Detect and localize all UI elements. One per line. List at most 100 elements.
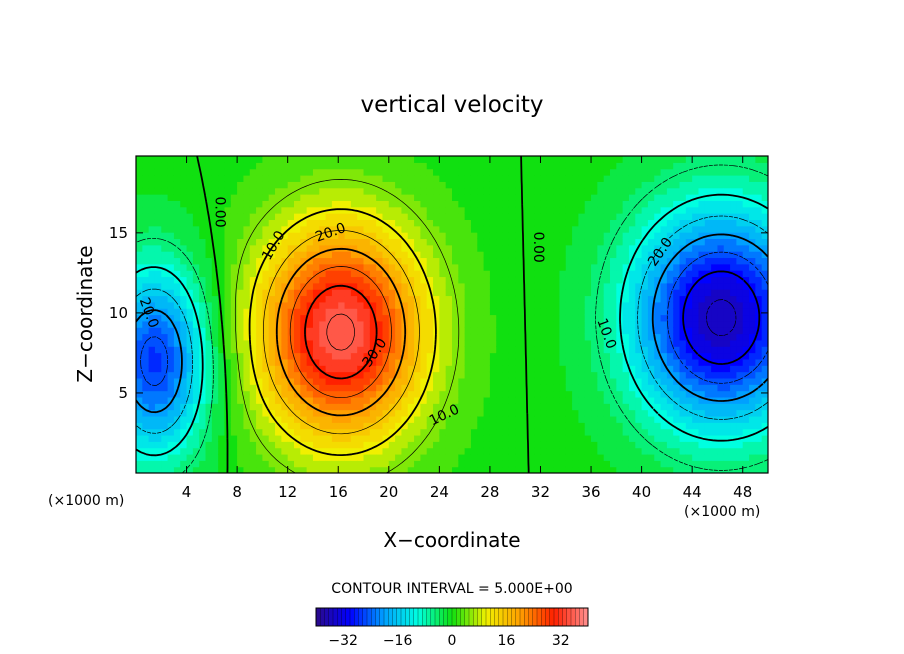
field-cell — [388, 200, 396, 208]
field-cell — [369, 358, 377, 366]
field-cell — [578, 403, 586, 411]
field-cell — [407, 156, 415, 163]
field-cell — [527, 371, 535, 379]
field-cell — [679, 257, 687, 265]
field-cell — [698, 162, 706, 170]
field-cell — [546, 175, 554, 182]
field-cell — [420, 384, 428, 392]
field-cell — [401, 434, 409, 442]
field-cell — [597, 225, 605, 233]
field-cell — [199, 466, 207, 473]
field-cell — [521, 232, 529, 240]
field-cell — [534, 415, 542, 423]
field-cell — [357, 358, 365, 366]
field-cell — [382, 422, 390, 430]
field-cell — [249, 339, 257, 347]
field-cell — [426, 434, 434, 442]
field-cell — [256, 441, 263, 449]
field-cell — [761, 358, 768, 366]
field-cell — [616, 422, 624, 430]
field-cell — [281, 441, 289, 449]
field-cell — [647, 162, 655, 170]
field-cell — [692, 162, 700, 170]
field-cell — [205, 232, 213, 240]
field-cell — [591, 225, 598, 233]
field-cell — [249, 194, 257, 201]
field-cell — [338, 365, 346, 373]
field-cell — [470, 200, 478, 208]
field-cell — [426, 403, 434, 411]
field-cell — [312, 314, 320, 322]
field-cell — [635, 225, 643, 233]
field-cell — [439, 441, 447, 449]
field-cell — [433, 276, 440, 284]
field-cell — [306, 238, 314, 246]
field-cell — [268, 282, 276, 290]
field-cell — [275, 244, 282, 252]
field-cell — [426, 460, 434, 468]
field-cell — [616, 263, 624, 271]
field-cell — [628, 460, 636, 468]
field-cell — [610, 453, 617, 461]
field-cell — [641, 447, 649, 455]
field-cell — [521, 441, 529, 449]
field-cell — [654, 270, 662, 278]
field-cell — [445, 206, 453, 214]
field-cell — [281, 403, 289, 411]
field-cell — [281, 282, 289, 290]
field-cell — [635, 194, 643, 201]
field-cell — [597, 346, 605, 354]
field-cell — [603, 333, 611, 341]
field-cell — [540, 206, 548, 214]
field-cell — [647, 409, 655, 417]
field-cell — [610, 251, 617, 259]
field-cell — [224, 308, 232, 316]
field-cell — [730, 289, 737, 297]
field-cell — [205, 187, 213, 195]
field-cell — [161, 175, 169, 182]
field-cell — [647, 251, 655, 259]
field-cell — [534, 251, 542, 259]
field-cell — [711, 384, 719, 392]
field-cell — [711, 377, 719, 385]
field-cell — [294, 327, 301, 335]
field-cell — [192, 447, 200, 455]
field-cell — [376, 327, 384, 335]
field-cell — [704, 289, 712, 297]
field-cell — [382, 390, 390, 398]
field-cell — [742, 320, 750, 328]
field-cell — [679, 346, 687, 354]
field-cell — [730, 244, 737, 252]
field-cell — [572, 162, 579, 170]
field-cell — [527, 213, 535, 220]
field-cell — [331, 460, 339, 468]
field-cell — [445, 365, 453, 373]
field-cell — [628, 282, 636, 290]
field-cell — [489, 175, 497, 182]
field-cell — [458, 295, 466, 303]
field-cell — [496, 466, 504, 473]
field-cell — [363, 156, 371, 163]
field-cell — [685, 441, 693, 449]
field-cell — [136, 206, 143, 214]
field-cell — [717, 175, 725, 182]
field-cell — [660, 396, 668, 404]
field-cell — [527, 156, 535, 163]
field-cell — [294, 460, 301, 468]
field-cell — [243, 213, 251, 220]
field-cell — [376, 339, 384, 347]
field-cell — [306, 358, 314, 366]
field-cell — [294, 403, 301, 411]
field-cell — [344, 289, 352, 297]
field-cell — [692, 333, 700, 341]
field-cell — [470, 384, 478, 392]
field-cell — [224, 384, 232, 392]
field-cell — [546, 276, 554, 284]
field-cell — [622, 301, 630, 309]
field-cell — [622, 441, 630, 449]
field-cell — [445, 390, 453, 398]
field-cell — [256, 219, 263, 227]
field-cell — [666, 162, 674, 170]
field-cell — [578, 187, 586, 195]
field-cell — [350, 390, 358, 398]
